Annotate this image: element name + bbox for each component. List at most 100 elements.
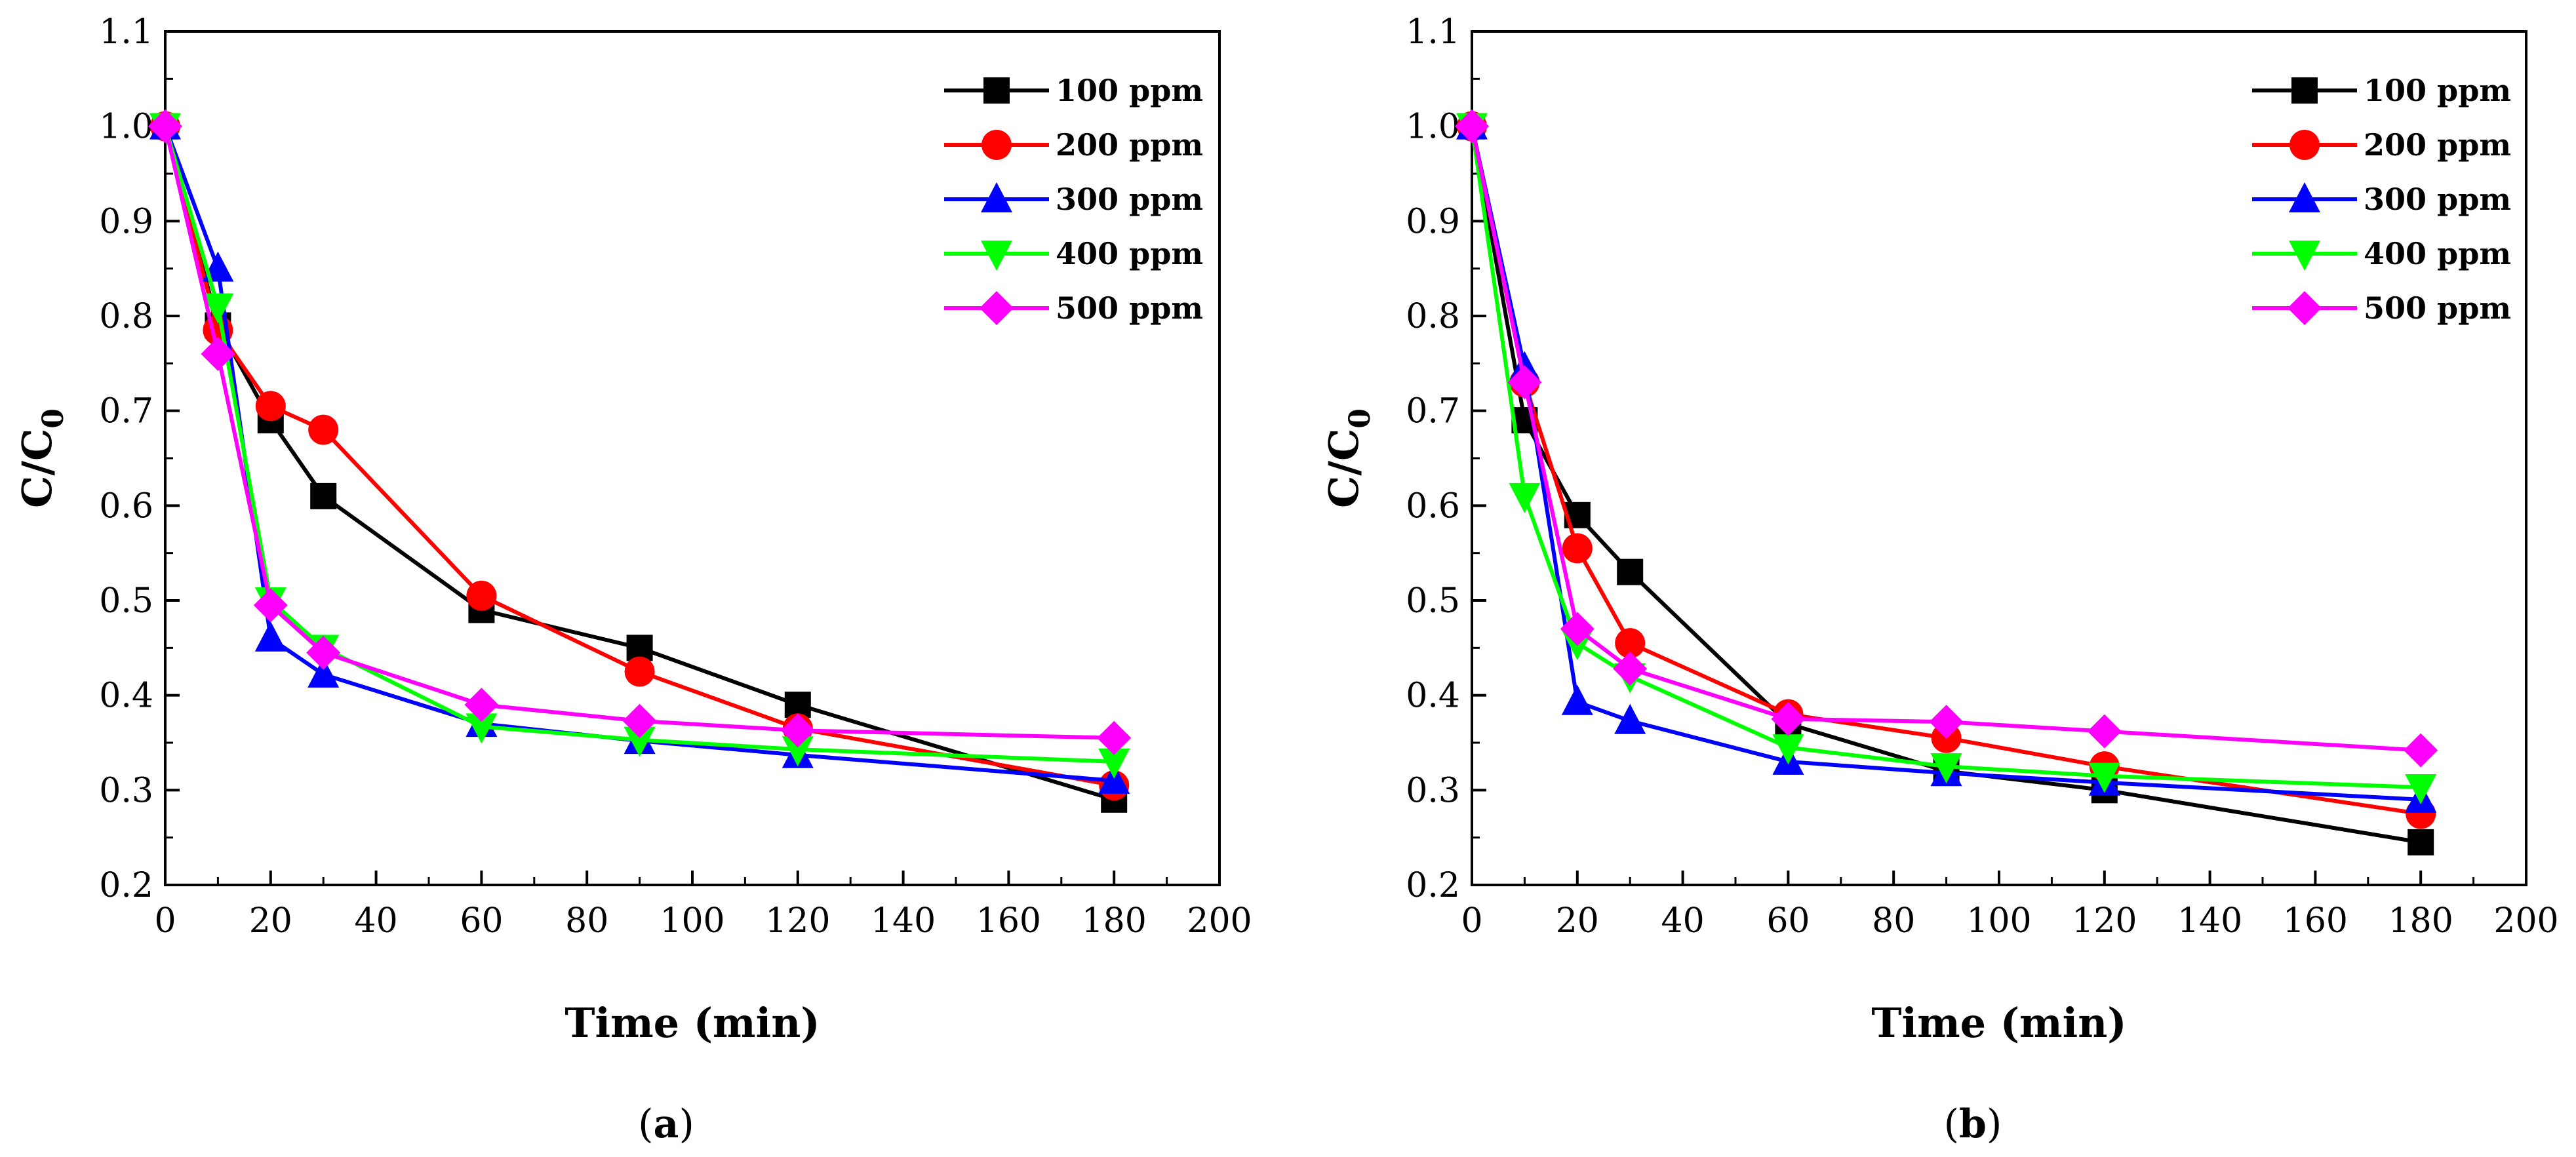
panel-a-y-tick-label: 0.9 [99, 202, 153, 241]
panel-b-data-point-500-ppm [1560, 612, 1595, 646]
panel-a-y-tick-label: 0.2 [99, 866, 153, 905]
panel-b-y-tick-label: 0.7 [1406, 392, 1460, 431]
panel-b-data-point-500-ppm [1929, 705, 1964, 739]
panel-a-panel-label: (a) [638, 1101, 694, 1147]
panel-a-y-tick-label: 0.6 [99, 486, 153, 526]
chart-panel-a: 0 20 40 60 80 100 120 140 160 180 200 0.2 0.3 0.4 0.5 0… [13, 12, 1252, 1147]
panel-b-x-tick-label: 80 [1872, 901, 1915, 941]
panel-b-data-point-100-ppm [1617, 559, 1644, 585]
panel-a-data-point-500-ppm [622, 703, 657, 738]
panel-b-legend-label-100-ppm: 100 ppm [2364, 73, 2511, 108]
panel-a-data-point-200-ppm [308, 414, 339, 445]
panel-b-y-axis-title: C/C0 [1320, 408, 1377, 508]
panel-a-legend-marker-500-ppm [980, 291, 1014, 325]
panel-b-data-point-500-ppm [2087, 714, 2122, 749]
panel-a-panel-label-open-paren: ( [638, 1101, 653, 1147]
panel-b-x-axis-title: Time (min) [1871, 999, 2126, 1047]
panel-b-data-point-500-ppm [1455, 109, 1489, 144]
panel-a-data-point-300-ppm [307, 657, 340, 688]
panel-b-legend-label-400-ppm: 400 ppm [2364, 236, 2511, 271]
panel-b-x-tick-label: 180 [2388, 901, 2453, 941]
panel-b-data-point-400-ppm [2405, 774, 2437, 804]
panel-b-data-point-300-ppm [1614, 703, 1646, 734]
panel-b-y-tick-label: 0.5 [1406, 581, 1460, 621]
panel-b-data-point-200-ppm [1562, 533, 1593, 564]
panel-a-y-axis-title-subscript: 0 [37, 408, 70, 429]
panel-b-legend-marker-200-ppm [2289, 130, 2320, 160]
panel-a-data-point-500-ppm [201, 336, 235, 371]
panel-a-x-tick-label: 40 [355, 901, 398, 941]
panel-a-y-tick-label: 0.8 [99, 297, 153, 336]
panel-a-legend-label-100-ppm: 100 ppm [1056, 73, 1203, 108]
panel-a-data-point-500-ppm [780, 713, 815, 748]
panel-b-data-point-400-ppm [1772, 734, 1804, 765]
panel-a-data-point-400-ppm [782, 736, 814, 767]
panel-b-series-line-200-ppm [1470, 126, 2421, 816]
panel-a-data-point-400-ppm [1098, 748, 1130, 779]
panel-b-y-tick-label: 1.0 [1406, 108, 1460, 147]
panel-a-data-point-500-ppm [306, 635, 341, 670]
panel-a-legend-marker-400-ppm [981, 241, 1012, 271]
panel-b-y-axis-title-subscript: 0 [1343, 408, 1377, 429]
panel-a-x-tick-label: 0 [154, 901, 176, 941]
panel-a-data-point-200-ppm [466, 580, 497, 611]
panel-a-y-tick-label: 1.0 [99, 108, 153, 147]
panel-b-data-point-500-ppm [2404, 733, 2438, 768]
panel-b-y-axis-title-main: C/C [1320, 429, 1368, 508]
panel-b-series-500-ppm [1455, 109, 2438, 768]
panel-b-y-tick-label: 0.8 [1406, 297, 1460, 336]
panel-a-data-point-400-ppm [202, 293, 234, 324]
panel-b-x-tick-label: 100 [1966, 901, 2031, 941]
panel-b-data-point-500-ppm [1771, 701, 1806, 736]
panel-a-x-tick-label: 180 [1082, 901, 1147, 941]
panel-a-data-point-500-ppm [1097, 720, 1132, 755]
panel-a-y-tick-label: 0.7 [99, 392, 153, 431]
chart-panel-b: 0 20 40 60 80 100 120 140 160 180 200 0.2 0.3 0.4 0.5 0… [1320, 12, 2559, 1147]
panel-a-data-point-500-ppm [253, 588, 288, 623]
panel-a-data-point-400-ppm [624, 726, 656, 757]
panel-b-y-tick-label: 0.2 [1406, 866, 1460, 905]
panel-a-legend-marker-300-ppm [981, 182, 1012, 212]
panel-b-data-point-400-ppm [1509, 482, 1541, 513]
panel-b-legend-marker-100-ppm [2291, 77, 2318, 104]
panel-a-legend-label-400-ppm: 400 ppm [1056, 236, 1203, 271]
panel-b-panel-label-letter: b [1959, 1101, 1987, 1147]
panel-a-data-point-400-ppm [466, 713, 498, 744]
panel-b-data-point-500-ppm [1507, 365, 1542, 400]
panel-a-x-axis-title: Time (min) [565, 999, 820, 1047]
panel-b-legend-marker-500-ppm [2288, 291, 2322, 325]
panel-b-legend-label-500-ppm: 500 ppm [2364, 290, 2511, 326]
panel-b-y-tick-label: 0.4 [1406, 677, 1460, 716]
panel-b-series-line-400-ppm [1470, 126, 2421, 789]
panel-a-legend: 100 ppm 200 ppm 300 ppm 400 ppm 500 ppm [944, 73, 1203, 326]
panel-b-x-tick-label: 20 [1556, 901, 1599, 941]
panel-a-y-tick-label: 1.1 [99, 12, 153, 52]
panel-b-x-tick-label: 200 [2493, 901, 2558, 941]
panel-a-series-500-ppm [148, 109, 1132, 755]
panel-a-x-tick-label: 20 [249, 901, 292, 941]
panel-a-data-point-200-ppm [624, 656, 655, 687]
panel-b-y-tick-label: 1.1 [1406, 12, 1460, 52]
panel-a-legend-marker-200-ppm [981, 130, 1012, 160]
panel-a-series-line-300-ppm [163, 125, 1115, 783]
panel-a-y-tick-label: 0.3 [99, 771, 153, 810]
panel-a-legend-label-500-ppm: 500 ppm [1056, 290, 1203, 326]
panel-b-legend-label-200-ppm: 200 ppm [2364, 127, 2511, 163]
panel-b-data-point-500-ppm [1613, 652, 1648, 686]
panel-a-data-point-100-ppm [310, 482, 337, 509]
panel-a-data-point-500-ppm [148, 109, 182, 144]
panel-b-x-tick-label: 140 [2177, 901, 2242, 941]
panel-b-panel-label: (b) [1944, 1101, 2002, 1147]
panel-b-series-line-500-ppm [1470, 126, 2421, 753]
panel-a-x-tick-label: 100 [660, 901, 724, 941]
panel-a-x-tick-label: 120 [765, 901, 830, 941]
panel-b-data-point-400-ppm [2088, 762, 2120, 793]
panel-a-panel-label-close-paren: ) [679, 1101, 694, 1147]
panel-b-legend: 100 ppm 200 ppm 300 ppm 400 ppm 500 ppm [2252, 73, 2511, 326]
panel-a-legend-label-300-ppm: 300 ppm [1056, 182, 1203, 217]
panel-b-x-tick-label: 160 [2283, 901, 2348, 941]
panel-b-x-tick-label: 60 [1766, 901, 1810, 941]
panel-a-legend-marker-100-ppm [983, 77, 1010, 104]
panel-a-y-tick-label: 0.4 [99, 677, 153, 716]
panel-b-x-tick-label: 120 [2072, 901, 2137, 941]
